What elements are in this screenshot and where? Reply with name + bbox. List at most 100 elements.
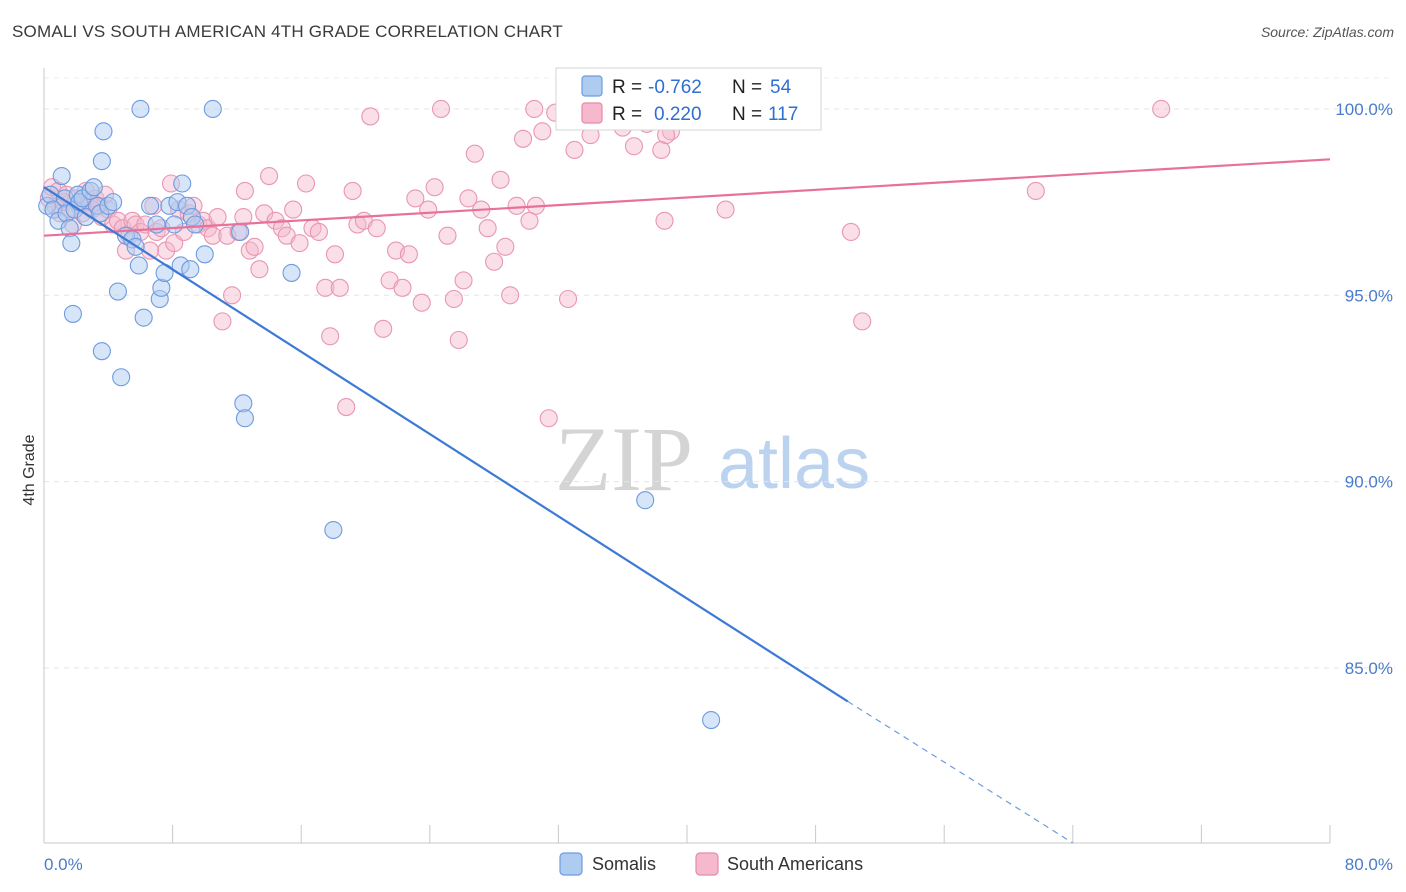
south-american-point bbox=[853, 312, 872, 331]
somali-point bbox=[63, 304, 82, 323]
somali-point bbox=[324, 520, 343, 540]
south-american-point bbox=[501, 286, 520, 305]
south-american-point bbox=[459, 189, 478, 208]
south-american-point bbox=[465, 144, 484, 163]
somali-point bbox=[52, 167, 71, 186]
x-tick-label: 0.0% bbox=[44, 855, 83, 874]
chart-title: SOMALI VS SOUTH AMERICAN 4TH GRADE CORRE… bbox=[12, 22, 564, 41]
somali-legend-swatch bbox=[559, 852, 583, 876]
legend-r-value: -0.762 bbox=[648, 77, 702, 98]
somali-point bbox=[195, 245, 214, 264]
south-american-points bbox=[39, 99, 1171, 428]
south-american-point bbox=[454, 271, 473, 290]
trend-lines bbox=[43, 158, 1331, 844]
somali-point bbox=[282, 263, 301, 282]
y-tick-label: 90.0% bbox=[1345, 473, 1393, 492]
somali-point bbox=[231, 222, 250, 241]
south-american-point bbox=[343, 181, 362, 201]
south-american-point bbox=[841, 222, 861, 241]
south-american-point bbox=[539, 409, 558, 428]
south-american-point bbox=[533, 122, 552, 141]
somali-point bbox=[203, 99, 222, 119]
somali-point bbox=[636, 491, 655, 510]
south-american-point bbox=[321, 327, 340, 346]
somali-point bbox=[186, 215, 205, 234]
y-axis-title: 4th Grade bbox=[21, 434, 38, 505]
y-tick-labels: 100.0% 95.0% 90.0% 85.0% bbox=[1335, 100, 1393, 678]
south-american-point bbox=[393, 278, 412, 297]
somali-swatch bbox=[581, 75, 603, 97]
somali-point bbox=[84, 178, 103, 197]
south-american-point bbox=[432, 99, 451, 119]
somali-points bbox=[38, 99, 721, 730]
legend-n-value: 54 bbox=[770, 77, 792, 98]
somali-trend-line bbox=[43, 186, 849, 703]
south-american-point bbox=[558, 289, 578, 309]
south-american-point bbox=[425, 178, 444, 197]
somali-point bbox=[104, 193, 123, 212]
south-american-point bbox=[478, 219, 497, 238]
south-american-point bbox=[1152, 99, 1171, 119]
south-american-point bbox=[325, 245, 345, 264]
somali-trend-extension bbox=[847, 700, 1074, 844]
legend-r-label: R = bbox=[612, 77, 642, 98]
south-american-point bbox=[309, 222, 328, 241]
y-tick-label: 85.0% bbox=[1345, 659, 1393, 678]
somali-point bbox=[134, 308, 153, 327]
south-american-point bbox=[259, 167, 279, 186]
somali-point bbox=[165, 215, 184, 234]
south-american-point bbox=[513, 129, 533, 148]
south-american-point bbox=[284, 200, 303, 219]
somali-point bbox=[92, 342, 111, 361]
south-american-point bbox=[337, 398, 356, 417]
south-american-point bbox=[525, 99, 544, 119]
south-american-legend-label: South Americans bbox=[727, 854, 863, 874]
south-american-point bbox=[245, 237, 264, 256]
south-american-point bbox=[235, 181, 254, 201]
somali-point bbox=[147, 215, 166, 234]
south-american-point bbox=[491, 170, 510, 189]
south-american-point bbox=[419, 200, 438, 219]
south-american-point bbox=[496, 237, 515, 256]
south-american-point bbox=[223, 286, 242, 305]
somali-point bbox=[92, 152, 111, 171]
y-tick-label: 100.0% bbox=[1335, 100, 1393, 119]
south-american-point bbox=[399, 245, 418, 264]
south-american-point bbox=[485, 252, 504, 271]
south-american-point bbox=[361, 107, 380, 126]
legend-n-value: 117 bbox=[768, 104, 798, 125]
south-american-point bbox=[565, 140, 584, 160]
somali-point bbox=[131, 99, 150, 119]
south-american-point bbox=[330, 278, 349, 297]
south-american-point bbox=[655, 211, 674, 230]
south-american-point bbox=[406, 189, 425, 208]
y-tick-label: 95.0% bbox=[1345, 286, 1393, 305]
south-american-point bbox=[290, 234, 309, 253]
south-american-point bbox=[444, 289, 463, 309]
south-american-point bbox=[203, 226, 222, 245]
south-american-point bbox=[213, 312, 232, 331]
somali-point bbox=[108, 282, 127, 301]
south-american-point bbox=[367, 219, 386, 238]
x-tick-label: 80.0% bbox=[1345, 855, 1393, 874]
south-american-point bbox=[507, 196, 526, 215]
legend-r-label: R = bbox=[612, 104, 642, 125]
south-american-point bbox=[520, 211, 539, 230]
somali-legend-label: Somalis bbox=[592, 854, 656, 874]
legend-n-label: N = bbox=[732, 77, 762, 98]
south-american-point bbox=[412, 293, 431, 312]
source-label: Source: ZipAtlas.com bbox=[1260, 24, 1394, 40]
south-american-point bbox=[316, 278, 335, 297]
legend-r-value: 0.220 bbox=[654, 104, 702, 125]
south-american-swatch bbox=[581, 102, 603, 124]
watermark-atlas: atlas bbox=[718, 424, 870, 504]
watermark-zip: ZIP bbox=[555, 408, 693, 510]
south-american-trend-line bbox=[43, 158, 1331, 237]
somali-point bbox=[235, 409, 254, 428]
south-american-point bbox=[296, 174, 316, 193]
south-american-legend-swatch bbox=[695, 852, 719, 876]
south-american-point bbox=[374, 319, 393, 338]
south-american-point bbox=[250, 260, 269, 279]
stats-legend: R = -0.762 N = 54 R = 0.220 N = 117 bbox=[555, 67, 822, 131]
